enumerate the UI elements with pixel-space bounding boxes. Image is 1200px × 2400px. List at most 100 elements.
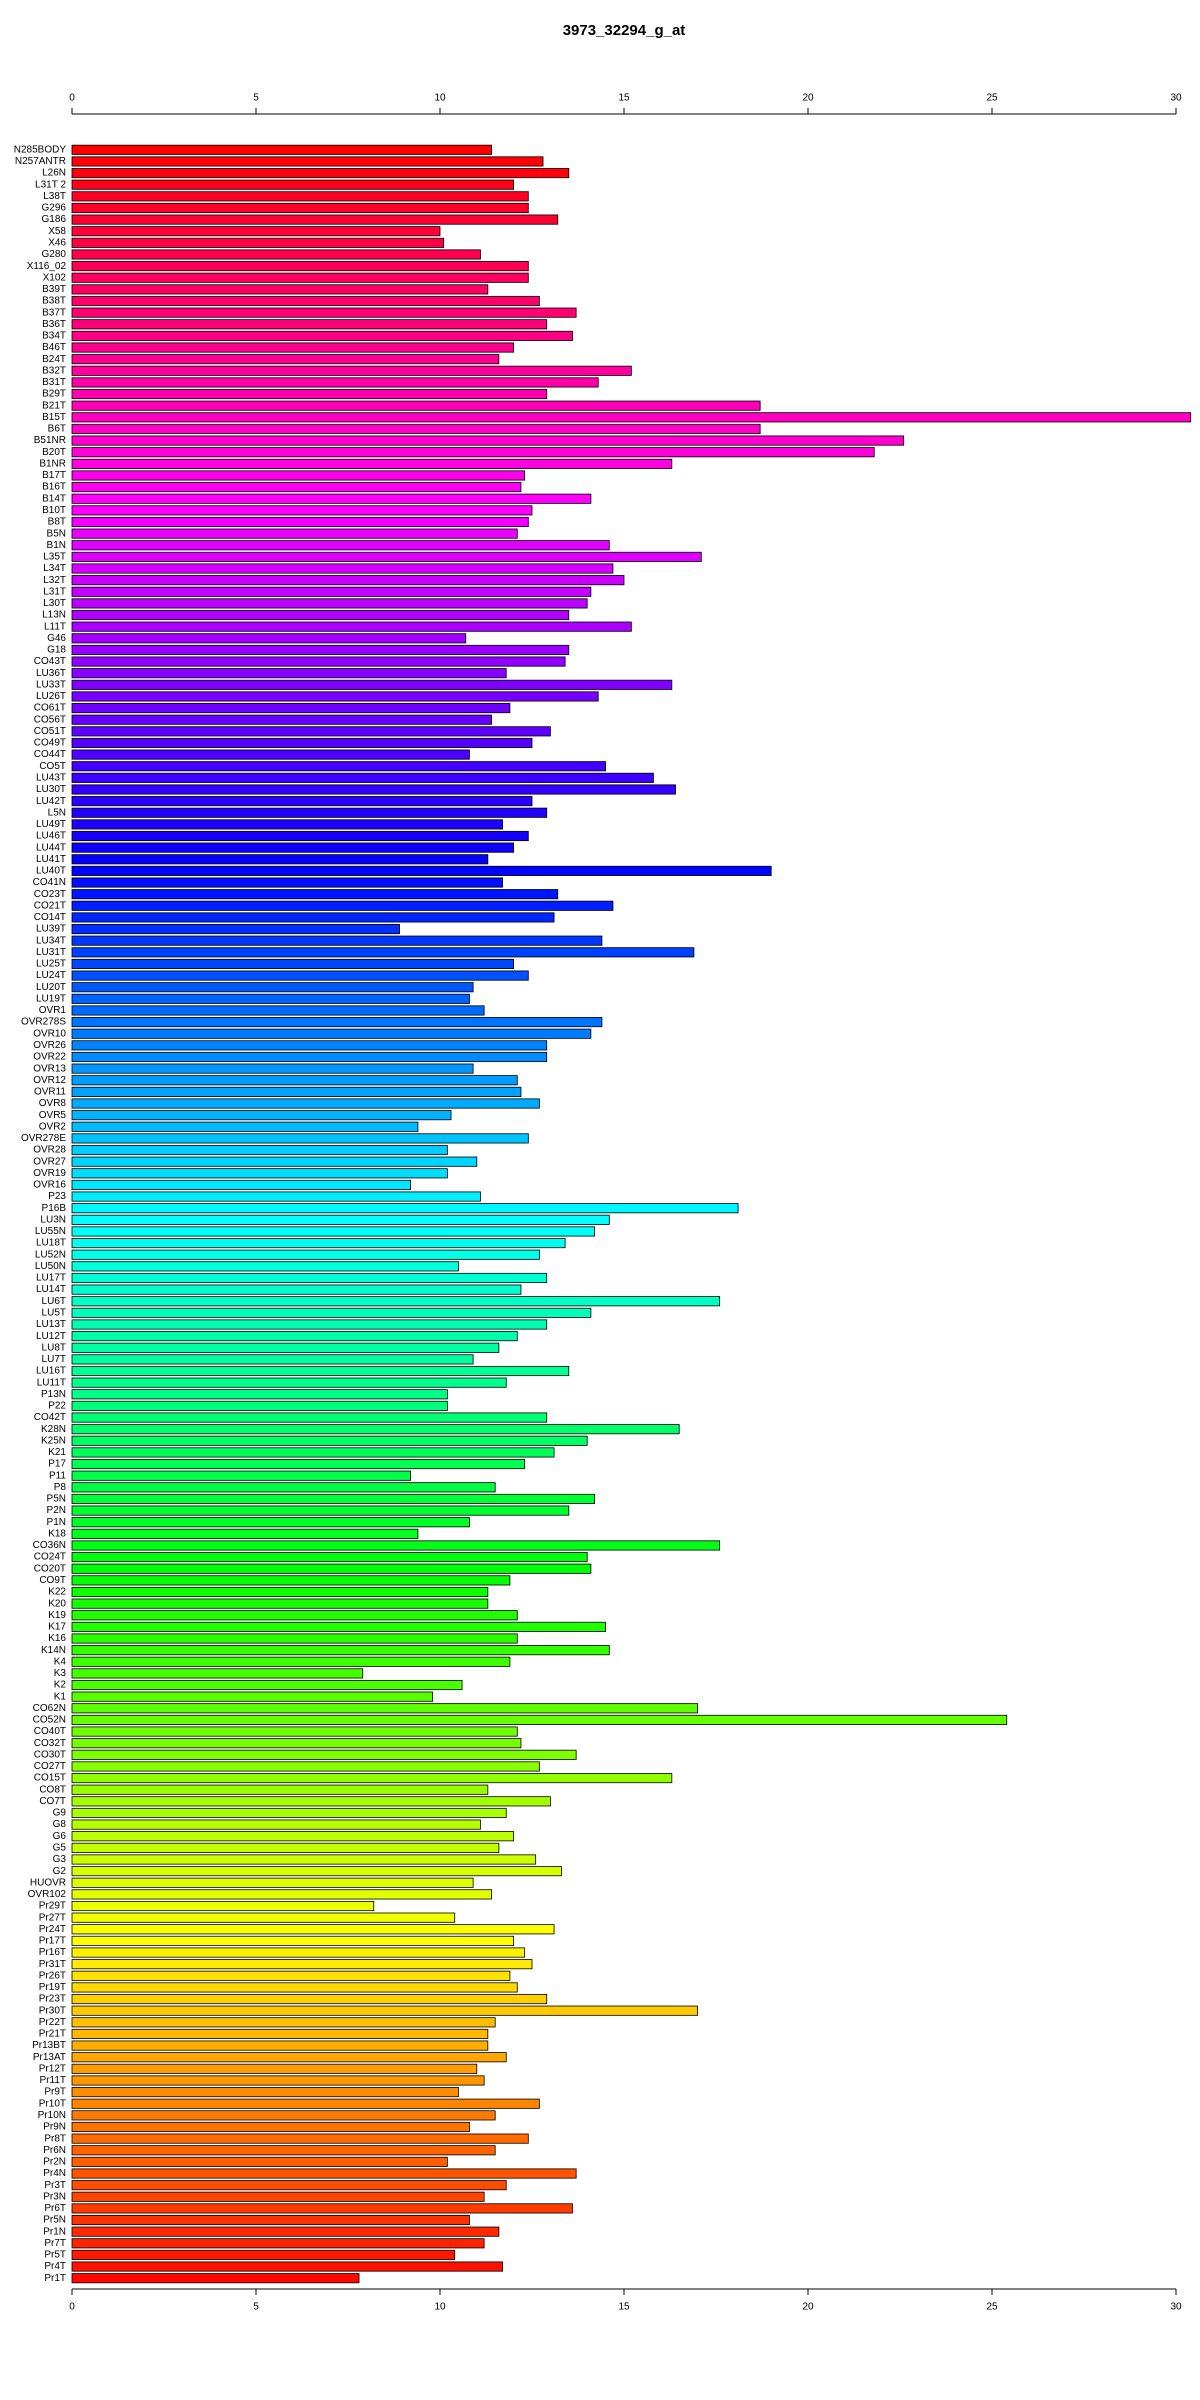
- y-tick-label: LU55N: [35, 1226, 66, 1237]
- y-tick-label: Pr5N: [43, 2215, 66, 2226]
- y-tick-label: LU43T: [36, 772, 66, 783]
- bar: [71, 1691, 434, 1702]
- bar: [71, 319, 548, 330]
- y-tick-label: OVR27: [33, 1156, 66, 1167]
- bar: [71, 1249, 540, 1260]
- y-tick-label: B21T: [42, 400, 66, 411]
- y-tick-label: LU18T: [36, 1238, 66, 1249]
- bar: [71, 2203, 573, 2214]
- y-tick-label: LU36T: [36, 668, 66, 679]
- bar: [71, 214, 559, 225]
- y-tick-label: LU26T: [36, 691, 66, 702]
- bar: [71, 2110, 496, 2121]
- bar: [71, 1331, 518, 1342]
- y-tick-label: K16: [48, 1633, 66, 1644]
- bar: [71, 284, 489, 295]
- bar: [71, 796, 533, 807]
- y-tick-label: OVR19: [33, 1168, 66, 1179]
- y-tick-label: CO30T: [34, 1749, 66, 1760]
- y-tick-label: CO52N: [33, 1715, 66, 1726]
- bar: [71, 889, 559, 900]
- y-tick-label: B36T: [42, 319, 66, 330]
- bar: [71, 703, 511, 714]
- y-tick-label: K20: [48, 1598, 66, 1609]
- y-tick-label: OVR11: [34, 1087, 66, 1098]
- y-tick-label: Pr7T: [44, 2238, 66, 2249]
- y-tick-label: N257ANTR: [15, 156, 66, 167]
- y-tick-label: B8T: [48, 517, 66, 528]
- bar: [71, 1552, 588, 1563]
- bar: [71, 249, 481, 260]
- bar: [71, 423, 761, 434]
- bar: [71, 1598, 489, 1609]
- y-tick-label: Pr3T: [44, 2180, 66, 2191]
- y-tick-label: P2N: [47, 1505, 66, 1516]
- bar: [71, 307, 577, 318]
- bar: [71, 2191, 485, 2202]
- y-tick-label: Pr21T: [39, 2029, 66, 2040]
- y-tick-label: LU31T: [36, 947, 66, 958]
- bar: [71, 1877, 474, 1888]
- y-tick-label: CO14T: [34, 912, 66, 923]
- bar: [71, 737, 533, 749]
- y-tick-label: Pr24T: [39, 1924, 66, 1935]
- y-tick-label: G296: [42, 203, 67, 214]
- bar: [71, 563, 614, 574]
- y-tick-label: OVR8: [39, 1098, 67, 1109]
- y-tick-label: CO56T: [34, 714, 66, 725]
- y-tick-label: OVR22: [33, 1052, 66, 1063]
- bar: [71, 470, 526, 481]
- bar: [71, 1703, 698, 1714]
- bar: [71, 1982, 518, 1993]
- y-tick-label: P13N: [41, 1389, 66, 1400]
- bar: [71, 691, 599, 702]
- bar: [71, 1098, 540, 1109]
- y-tick-label: CO40T: [34, 1726, 66, 1737]
- y-tick-label: B1NR: [39, 458, 66, 469]
- bar: [71, 528, 518, 539]
- y-tick-label: K28N: [41, 1424, 66, 1435]
- bar: [71, 1342, 500, 1353]
- y-tick-label: Pr2N: [43, 2157, 66, 2168]
- y-tick-label: B17T: [42, 470, 66, 481]
- y-tick-label: CO43T: [34, 656, 66, 667]
- y-tick-label: G6: [53, 1831, 67, 1842]
- y-tick-label: CO62N: [33, 1703, 66, 1714]
- y-tick-label: LU33T: [36, 679, 66, 690]
- bar: [71, 935, 603, 946]
- bar: [71, 1621, 606, 1632]
- bar: [71, 2238, 485, 2249]
- y-tick-label: Pr27T: [39, 1912, 66, 1923]
- bar: [71, 784, 676, 795]
- y-tick-label: K1: [54, 1691, 67, 1702]
- y-tick-label: LU34T: [36, 935, 66, 946]
- y-tick-label: HUOVR: [30, 1877, 66, 1888]
- bar: [71, 865, 772, 876]
- y-tick-label: Pr6T: [44, 2203, 66, 2214]
- bar: [71, 1261, 459, 1272]
- bar: [71, 1307, 592, 1318]
- y-tick-label: B15T: [42, 412, 66, 423]
- bar: [71, 2156, 448, 2167]
- y-tick-label: Pr6N: [43, 2145, 66, 2156]
- y-tick-label: OVR278S: [21, 1017, 66, 1028]
- bar: [71, 2098, 540, 2109]
- bar: [71, 1784, 489, 1795]
- bar: [71, 1656, 511, 1667]
- bar: [71, 1668, 364, 1679]
- y-tick-label: B29T: [42, 389, 66, 400]
- y-tick-label: OVR102: [28, 1889, 67, 1900]
- y-tick-label: Pr12T: [39, 2063, 66, 2074]
- bar: [71, 226, 441, 237]
- y-tick-label: CO41N: [33, 877, 66, 888]
- bar: [71, 400, 761, 411]
- bar: [71, 1935, 515, 1946]
- y-tick-label: X102: [43, 272, 67, 283]
- bar: [71, 1842, 500, 1853]
- y-tick-label: CO27T: [34, 1761, 66, 1772]
- y-tick-label: B39T: [42, 284, 66, 295]
- bar: [71, 1284, 522, 1295]
- y-tick-label: L31T: [43, 586, 66, 597]
- y-tick-label: LU17T: [36, 1273, 66, 1284]
